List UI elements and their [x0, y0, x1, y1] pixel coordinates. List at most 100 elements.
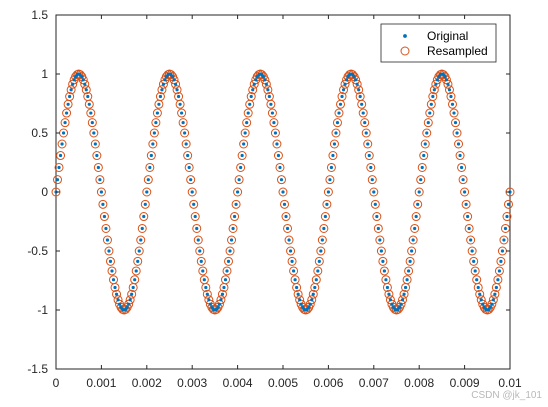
original-point [272, 121, 276, 125]
original-point [266, 88, 270, 92]
original-point [189, 178, 193, 182]
resampled-point [370, 199, 380, 209]
original-point [311, 292, 315, 296]
resampled-point [286, 246, 296, 256]
resampled-point [317, 235, 327, 245]
original-point [131, 285, 135, 290]
resampled-point [151, 118, 161, 128]
original-point [382, 269, 386, 273]
original-point [264, 82, 268, 86]
original-point [337, 111, 341, 115]
original-point [140, 226, 144, 231]
original-point [205, 292, 209, 296]
original-point [232, 214, 237, 219]
original-point [149, 153, 153, 158]
original-point [358, 94, 362, 99]
resampled-point [326, 162, 336, 172]
original-point [291, 269, 296, 273]
y-tick-label: 0.5 [31, 126, 48, 140]
resampled-point [269, 118, 279, 128]
resampled-point [475, 289, 485, 299]
resampled-point [272, 139, 282, 149]
resampled-point [308, 289, 318, 299]
resampled-point [354, 85, 364, 95]
resampled-point [447, 99, 457, 109]
original-point [320, 238, 324, 242]
resampled-point [239, 139, 249, 149]
original-point [422, 153, 426, 158]
resampled-point [54, 162, 64, 172]
resampled-point [201, 282, 211, 292]
resampled-point [332, 118, 342, 128]
original-point [134, 269, 138, 273]
resampled-point [444, 85, 454, 95]
original-point [190, 190, 194, 194]
original-point [239, 165, 243, 170]
original-point [195, 226, 199, 231]
y-tick-label: 0 [41, 185, 48, 199]
original-point [354, 78, 358, 82]
original-point [282, 202, 287, 206]
original-point [99, 190, 103, 194]
original-point [275, 142, 279, 146]
original-point [378, 238, 382, 242]
original-point [399, 302, 403, 306]
original-point [92, 131, 96, 135]
resampled-point [366, 162, 376, 172]
original-point [288, 249, 293, 253]
original-point [490, 302, 494, 306]
original-point [193, 214, 197, 219]
resampled-point [334, 108, 344, 118]
resampled-point [425, 108, 435, 118]
original-point [222, 285, 226, 290]
original-point [220, 292, 225, 296]
original-point [170, 74, 175, 79]
original-point [381, 259, 385, 263]
resampled-point [143, 175, 153, 185]
original-point [488, 305, 492, 310]
original-point [143, 202, 147, 206]
resampled-point [105, 256, 115, 266]
original-point [267, 94, 271, 99]
original-point [86, 94, 90, 99]
resampled-point [248, 85, 258, 95]
resampled-point [405, 256, 415, 266]
resampled-point [463, 212, 473, 222]
original-point [403, 285, 408, 290]
resampled-point [222, 266, 232, 276]
resampled-point [314, 256, 324, 266]
original-point [125, 305, 129, 310]
original-point [234, 202, 238, 206]
original-point [446, 82, 450, 86]
original-point [298, 298, 302, 302]
resampled-point [337, 92, 347, 102]
resampled-point [461, 199, 471, 209]
resampled-point [329, 139, 339, 149]
resampled-point [110, 282, 120, 292]
resampled-point [246, 92, 256, 102]
original-point [473, 269, 477, 273]
original-point [142, 214, 146, 219]
original-point [154, 121, 158, 125]
original-point [334, 131, 338, 135]
original-point [472, 259, 476, 263]
original-point [290, 259, 294, 263]
resampled-point [60, 118, 70, 128]
original-point [299, 302, 303, 306]
resampled-point [434, 72, 444, 82]
original-point [81, 78, 85, 82]
original-point [117, 302, 122, 306]
original-point [184, 142, 188, 146]
resampled-point [240, 128, 250, 138]
original-point [136, 259, 140, 263]
resampled-point [104, 246, 114, 256]
resampled-point [284, 235, 294, 245]
resampled-point [92, 151, 102, 161]
resampled-point [469, 256, 479, 266]
original-point [178, 102, 182, 106]
resampled-point [228, 223, 238, 233]
x-axis: 0 0.001 0.002 0.003 0.004 0.005 0.006 0.007 0.00… [53, 15, 522, 390]
original-point [231, 226, 235, 231]
resampled-point [402, 275, 412, 285]
original-point [116, 298, 120, 302]
